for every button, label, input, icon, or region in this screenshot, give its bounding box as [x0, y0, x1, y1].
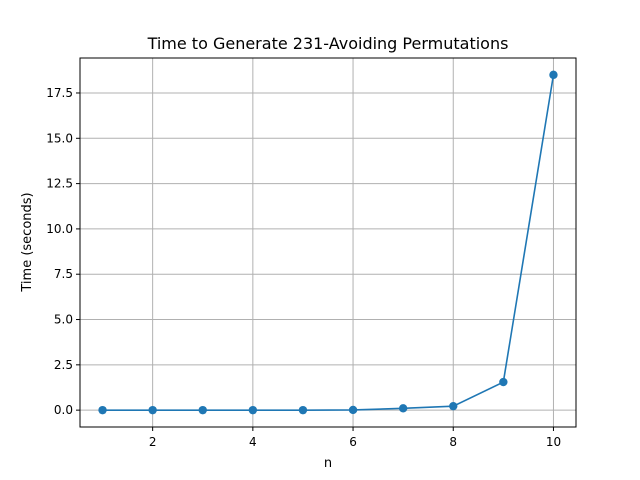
- x-tick-label: 10: [546, 435, 561, 449]
- data-point: [98, 405, 107, 415]
- data-point: [148, 405, 157, 415]
- data-point: [499, 377, 508, 387]
- y-tick-label: 0.0: [54, 403, 73, 417]
- x-tick-label: 2: [149, 435, 157, 449]
- data-point: [348, 405, 358, 415]
- axes-frame: [79, 57, 577, 428]
- y-tick-label: 2.5: [54, 358, 73, 372]
- y-tick-label: 7.5: [54, 267, 73, 281]
- plot-area: [80, 58, 576, 427]
- data-point: [248, 405, 258, 415]
- y-tick-label: 17.5: [46, 86, 73, 100]
- y-tick-label: 12.5: [46, 177, 73, 191]
- x-tick-label: 8: [449, 435, 457, 449]
- y-tick-label: 15.0: [46, 131, 73, 145]
- data-point: [398, 404, 408, 413]
- y-tick-label: 5.0: [54, 313, 73, 327]
- series-layer: [98, 70, 558, 415]
- data-point: [198, 405, 207, 415]
- grid-layer: [80, 58, 576, 427]
- x-tick-label: 6: [349, 435, 357, 449]
- y-axis-label: Time (seconds): [20, 192, 35, 292]
- x-tick-label: 4: [249, 435, 257, 449]
- chart-title: Time to Generate 231-Avoiding Permutatio…: [147, 34, 509, 53]
- x-ticks: 2 4 6 8 10: [149, 427, 561, 449]
- x-axis-label: n: [324, 456, 332, 471]
- y-ticks: 0.0 2.5 5.0 7.5 10.0 12.5 15.0 17.5: [46, 86, 80, 417]
- data-point: [549, 70, 558, 80]
- series-line: [102, 74, 555, 411]
- y-tick-label: 10.0: [46, 222, 73, 236]
- data-point: [298, 405, 308, 415]
- data-point: [449, 401, 458, 411]
